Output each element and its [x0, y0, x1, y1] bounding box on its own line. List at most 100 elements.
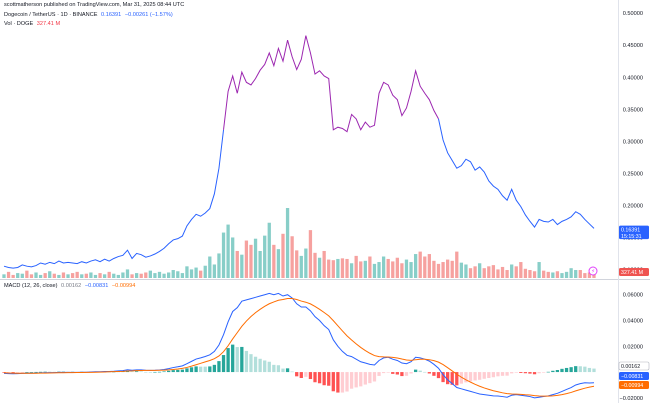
- last-price-badge: 15:15:31: [621, 234, 642, 240]
- histogram-bar: [20, 372, 24, 373]
- histogram-bar: [441, 372, 445, 383]
- macd-title[interactable]: MACD (12, 26, close): [4, 283, 58, 289]
- price-tick-label: 0.40000: [623, 75, 643, 81]
- volume-bar: [139, 273, 143, 278]
- histogram-bar: [354, 372, 358, 388]
- histogram-bar: [194, 366, 198, 373]
- histogram-bar: [235, 347, 239, 373]
- macd-tick-label: 0.04000: [623, 319, 643, 325]
- volume-bar: [569, 268, 573, 278]
- histogram-bar: [546, 371, 550, 373]
- histogram-bar: [436, 372, 441, 379]
- volume-bar: [217, 253, 221, 278]
- volume-bar: [537, 262, 541, 278]
- histogram-bar: [386, 372, 390, 373]
- volume-bar: [446, 259, 450, 278]
- histogram-bar: [487, 372, 491, 378]
- histogram-bar: [134, 371, 139, 373]
- volume-bar: [555, 271, 560, 278]
- volume-bar: [249, 244, 253, 278]
- histogram-bar: [464, 372, 468, 383]
- volume-bar: [16, 273, 20, 278]
- histogram-bar: [203, 366, 207, 373]
- volume-bar: [349, 263, 354, 278]
- histogram-bar: [537, 372, 541, 374]
- histogram-bar: [290, 371, 294, 373]
- volume-bar: [134, 273, 139, 278]
- volume-bar: [70, 273, 75, 278]
- volume-bar: [144, 272, 148, 278]
- histogram-bar: [551, 370, 555, 373]
- histogram-bar: [473, 372, 477, 381]
- volume-bar: [427, 254, 431, 278]
- volume-bar: [11, 274, 15, 278]
- histogram-bar: [372, 372, 377, 382]
- volume-bar: [244, 240, 249, 278]
- histogram-bar: [317, 372, 322, 384]
- volume-bar: [89, 272, 93, 278]
- volume-bar: [263, 235, 267, 278]
- histogram-bar: [446, 372, 450, 385]
- volume-bars: [2, 208, 596, 278]
- histogram-bar: [418, 370, 422, 373]
- volume-bar: [432, 260, 436, 278]
- histogram-bar: [272, 364, 276, 373]
- macd-signal-badge: −0.00994: [621, 383, 643, 389]
- histogram-bar: [11, 372, 15, 373]
- histogram-bar: [208, 366, 212, 373]
- volume-bar: [272, 244, 276, 278]
- volume-bar: [267, 222, 271, 278]
- macd-histogram: [2, 344, 596, 393]
- volume-bar: [368, 256, 372, 278]
- price-line: [438, 118, 595, 229]
- volume-title[interactable]: Vol · DOGE: [4, 21, 34, 27]
- price-tick-label: 0.50000: [623, 11, 643, 17]
- volume-bar: [381, 256, 386, 278]
- alert-icon[interactable]: ⚡: [588, 266, 598, 276]
- volume-bar: [482, 268, 486, 278]
- histogram-bar: [43, 371, 47, 373]
- volume-bar: [221, 232, 226, 278]
- volume-bar: [391, 261, 395, 278]
- volume-bar: [313, 252, 317, 278]
- histogram-bar: [29, 372, 34, 373]
- histogram-bar: [523, 372, 528, 374]
- volume-bar: [331, 260, 335, 278]
- symbol-title[interactable]: Dogecoin / TetherUS · 1D · BINANCE: [4, 12, 98, 18]
- macd-line-badge: −0.00831: [621, 374, 643, 380]
- volume-bar: [551, 272, 555, 278]
- histogram-bar: [587, 367, 592, 373]
- volume-bar: [468, 268, 473, 278]
- histogram-bar: [16, 372, 20, 373]
- price-axis[interactable]: 0.50000 0.45000 0.40000 0.35000 0.30000 0.250…: [620, 11, 644, 402]
- macd-line-badge-bg: [619, 372, 649, 380]
- volume-bar: [148, 270, 152, 278]
- histogram-bar: [249, 354, 253, 373]
- volume-bar: [546, 271, 550, 278]
- volume-bar: [167, 272, 171, 278]
- volume-bar: [66, 274, 70, 278]
- signal-line: [3, 297, 595, 397]
- histogram-bar: [505, 372, 509, 376]
- volume-bar: [153, 273, 157, 278]
- volume-bar: [25, 270, 29, 278]
- histogram-bar: [212, 364, 217, 373]
- price-tick-label: 0.35000: [623, 107, 643, 113]
- histogram-bar: [482, 372, 486, 379]
- last-price-badge-bg: [619, 225, 649, 240]
- volume-bar: [80, 274, 84, 278]
- volume-bar: [189, 269, 194, 278]
- volume-bar: [514, 266, 518, 278]
- histogram-bar: [583, 366, 587, 373]
- volume-bar: [505, 270, 509, 278]
- volume-bar: [583, 273, 587, 278]
- volume-bar: [130, 274, 134, 278]
- macd-tick-label: −0.02000: [620, 396, 644, 402]
- volume-bar: [510, 264, 514, 278]
- macd-hist-badge-bg: [619, 362, 649, 370]
- histogram-bar: [167, 370, 171, 373]
- histogram-bar: [322, 372, 326, 386]
- histogram-bar: [263, 360, 267, 373]
- macd-tick-label: 0.06000: [623, 293, 643, 299]
